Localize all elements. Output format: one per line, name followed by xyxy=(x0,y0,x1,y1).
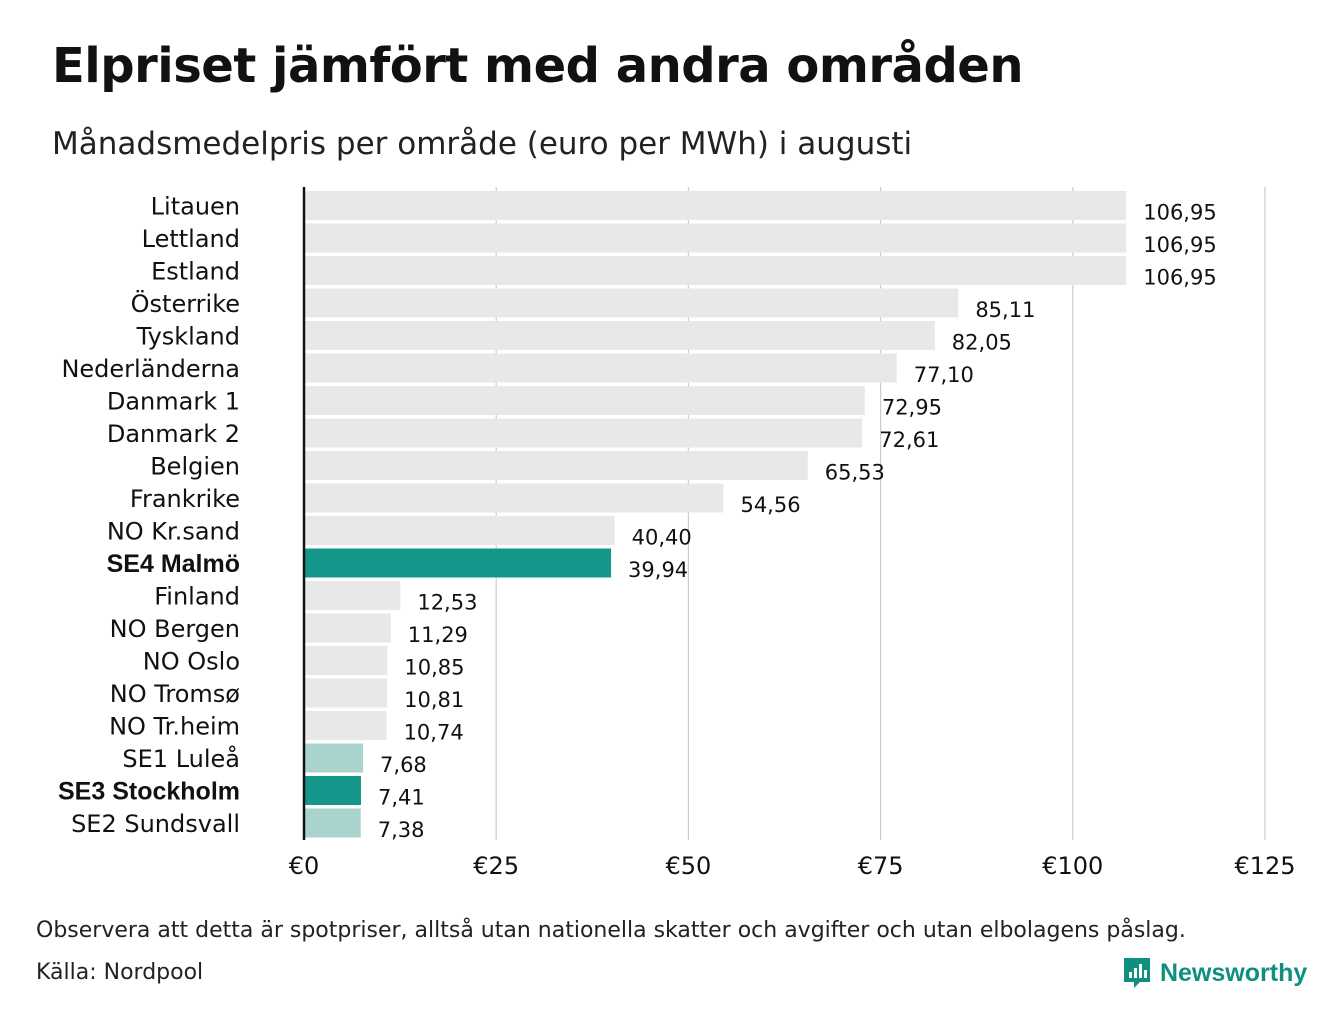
x-tick-label: €50 xyxy=(665,852,711,880)
category-label: Österrike xyxy=(131,289,240,318)
category-label: Danmark 2 xyxy=(107,420,240,448)
category-label: Estland xyxy=(151,258,240,286)
category-label: Tyskland xyxy=(136,323,240,351)
value-label: 106,95 xyxy=(1143,201,1216,225)
newsworthy-logo-icon xyxy=(1124,958,1150,988)
source-note: Källa: Nordpool xyxy=(36,960,204,985)
value-label: 12,53 xyxy=(417,591,477,615)
value-label: 10,81 xyxy=(404,688,464,712)
bar xyxy=(304,451,808,480)
value-label: 72,95 xyxy=(882,396,942,420)
category-label: NO Tr.heim xyxy=(109,713,240,741)
chart-subtitle: Månadsmedelpris per område (euro per MWh… xyxy=(52,126,913,162)
category-label: SE4 Malmö xyxy=(107,550,240,578)
bar xyxy=(304,288,959,318)
footnote: Observera att detta är spotpriser, allts… xyxy=(36,918,1186,943)
category-label: Lettland xyxy=(142,225,240,253)
value-label: 7,68 xyxy=(380,753,427,777)
category-label: SE2 Sundsvall xyxy=(71,810,240,838)
category-label: Belgien xyxy=(150,453,240,481)
value-label: 10,74 xyxy=(404,721,464,745)
value-label: 106,95 xyxy=(1143,266,1216,290)
category-label: Litauen xyxy=(151,193,240,221)
value-label: 40,40 xyxy=(632,526,692,550)
bar xyxy=(304,353,897,383)
value-label: 77,10 xyxy=(914,363,974,387)
value-label: 7,38 xyxy=(378,818,425,842)
value-label: 106,95 xyxy=(1143,233,1216,257)
category-label: SE1 Luleå xyxy=(122,744,240,773)
category-label: Frankrike xyxy=(130,485,240,513)
bar xyxy=(304,386,865,415)
category-label: NO Bergen xyxy=(110,615,240,643)
value-label: 39,94 xyxy=(628,558,688,582)
value-label: 54,56 xyxy=(740,493,800,517)
x-tick-label: €75 xyxy=(858,852,904,880)
x-tick-label: €125 xyxy=(1234,852,1295,880)
bar xyxy=(304,711,387,740)
category-label: Finland xyxy=(154,583,240,611)
value-label: 65,53 xyxy=(825,461,885,485)
x-tick-label: €25 xyxy=(473,852,519,880)
bar xyxy=(304,256,1127,285)
newsworthy-logo: Newsworthy xyxy=(1122,956,1307,990)
x-tick-label: €0 xyxy=(289,852,320,880)
bar xyxy=(304,613,391,643)
bar xyxy=(304,516,615,545)
value-label: 72,61 xyxy=(879,428,939,452)
category-label: Nederländerna xyxy=(61,355,240,383)
bar xyxy=(304,483,724,513)
category-label: NO Tromsø xyxy=(110,680,240,708)
bar xyxy=(304,776,361,805)
bar-chart: Litauen 106,95 Lettland 106,95 Estland 106,95… xyxy=(58,187,1296,880)
value-label: 7,41 xyxy=(378,786,425,810)
bar xyxy=(304,581,401,610)
x-tick-label: €100 xyxy=(1042,852,1103,880)
bar xyxy=(304,646,388,675)
category-label: Danmark 1 xyxy=(107,388,240,416)
bar xyxy=(304,548,612,578)
value-label: 82,05 xyxy=(952,331,1012,355)
bar xyxy=(304,743,364,773)
value-label: 11,29 xyxy=(408,623,468,647)
bar xyxy=(304,418,863,448)
logo-text: Newsworthy xyxy=(1160,958,1308,987)
bar xyxy=(304,321,935,350)
value-label: 10,85 xyxy=(404,656,464,680)
category-label: SE3 Stockholm xyxy=(58,778,240,806)
chart-title: Elpriset jämfört med andra områden xyxy=(52,38,1024,94)
category-label: NO Oslo xyxy=(143,648,240,676)
bar xyxy=(304,191,1127,220)
bar xyxy=(304,223,1127,253)
value-label: 85,11 xyxy=(975,298,1035,322)
bar xyxy=(304,808,361,838)
bar xyxy=(304,678,388,708)
category-label: NO Kr.sand xyxy=(107,518,240,546)
